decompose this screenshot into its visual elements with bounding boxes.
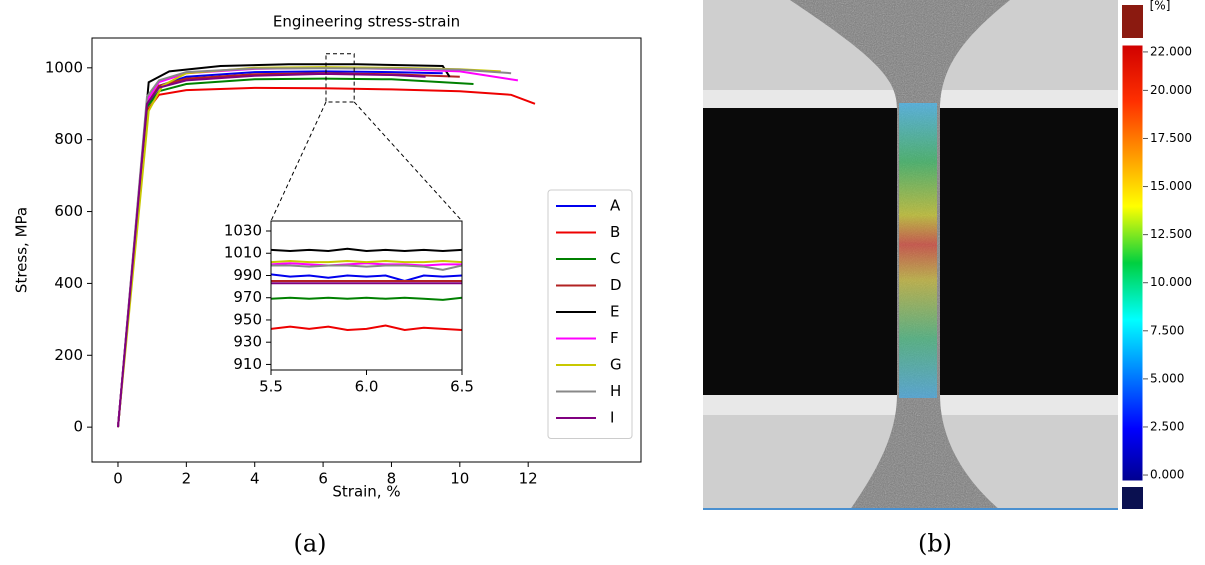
plot-frame: [91, 37, 642, 463]
over-swatch: [1122, 5, 1143, 38]
colorbar-tick-label: 12.500: [1150, 227, 1192, 241]
colorbar-tick-label: 5.000: [1150, 371, 1184, 385]
x-tick-label: 6: [318, 470, 328, 488]
line-series: [271, 247, 462, 253]
x-tick-label: 0: [113, 470, 123, 488]
x-tick-label: 4: [250, 470, 260, 488]
y-tick-label: 910: [233, 355, 262, 373]
y-tick-label: 200: [54, 346, 83, 364]
colorbar-tick-label: 7.500: [1150, 323, 1184, 337]
legend-label: D: [610, 276, 622, 294]
x-tick-label: 10: [450, 470, 469, 488]
zoom-connector: [353, 101, 463, 222]
caption: (a): [293, 530, 326, 558]
line-series: [271, 264, 462, 271]
y-axis-label: Stress, MPa: [13, 207, 31, 293]
y-tick-label: 400: [54, 274, 83, 292]
zoom-connector: [270, 101, 327, 222]
x-tick-label: 6.0: [355, 378, 379, 396]
line-series: [271, 324, 462, 332]
line-series: [271, 262, 462, 267]
legend-label: F: [610, 329, 619, 347]
legend-label: H: [610, 382, 621, 400]
line-series: [117, 63, 451, 428]
y-tick-label: 990: [233, 266, 262, 284]
y-tick-label: 970: [233, 288, 262, 306]
series-group: [271, 247, 462, 332]
line-series: [271, 296, 462, 301]
legend-label: C: [610, 250, 620, 268]
y-tick-label: 0: [73, 418, 83, 436]
x-tick-label: 12: [519, 470, 538, 488]
x-tick-label: 6.5: [450, 378, 474, 396]
colorbar-title: [%]: [1150, 0, 1171, 13]
colorbar-tick-label: 22.000: [1150, 44, 1192, 58]
legend-label: B: [610, 223, 620, 241]
colorbar-tick-label: 0.000: [1150, 468, 1184, 482]
legend-label: E: [610, 303, 619, 321]
line-series: [117, 67, 512, 428]
under-swatch: [1122, 487, 1143, 509]
line-series: [271, 273, 462, 283]
y-tick-label: 930: [233, 333, 262, 351]
photo: [703, 0, 1118, 510]
legend-box: [547, 189, 633, 439]
line-series: [271, 259, 462, 264]
colorbar: [1121, 44, 1144, 482]
plot-area: [271, 221, 462, 370]
colorbar-tick-label: 2.500: [1150, 419, 1184, 433]
caption: (b): [918, 530, 952, 558]
legend-label: I: [610, 409, 614, 427]
colorbar-tick-label: 10.000: [1150, 275, 1192, 289]
x-tick-label: 5.5: [259, 378, 283, 396]
colorbar-tick-label: 15.000: [1150, 179, 1192, 193]
colorbar-tick-label: 20.000: [1150, 83, 1192, 97]
series-group: [117, 63, 536, 428]
y-tick-label: 1010: [224, 244, 262, 262]
y-tick-label: 1030: [224, 222, 262, 240]
legend-label: G: [610, 356, 622, 374]
legend-label: A: [610, 197, 621, 215]
x-tick-label: 2: [182, 470, 192, 488]
y-tick-label: 1000: [45, 58, 83, 76]
x-tick-label: 8: [387, 470, 397, 488]
x-axis-label: Strain, %: [332, 483, 400, 501]
colorbar-tick-label: 17.500: [1150, 131, 1192, 145]
plot-frame: [270, 220, 463, 371]
zoom-box: [325, 53, 355, 103]
line-series: [117, 77, 474, 428]
line-series: [117, 72, 426, 428]
chart-title: Engineering stress-strain: [273, 13, 460, 31]
y-tick-label: 600: [54, 202, 83, 220]
y-tick-label: 950: [233, 310, 262, 328]
y-tick-label: 800: [54, 130, 83, 148]
